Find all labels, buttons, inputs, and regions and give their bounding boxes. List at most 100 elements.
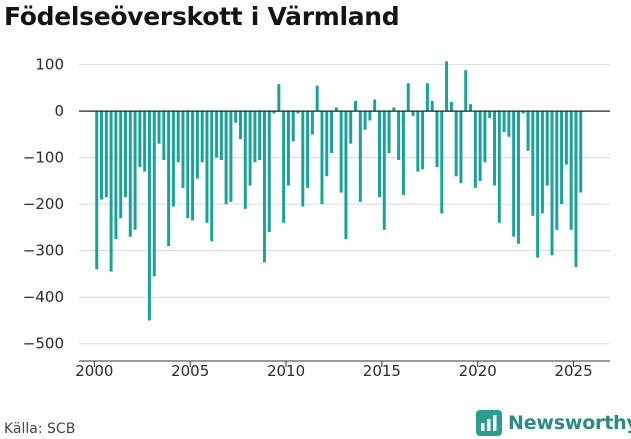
bar	[330, 111, 334, 154]
x-tick-label: 2005	[171, 362, 209, 380]
bar	[560, 111, 564, 205]
bar	[478, 111, 482, 181]
x-axis-ticks: 2000 2005 2010 2015 2020 2025	[75, 361, 593, 380]
bar	[234, 111, 238, 123]
y-tick-label: 100	[35, 56, 64, 74]
bar	[516, 111, 520, 244]
bar	[152, 111, 156, 277]
bar	[382, 111, 386, 230]
bar	[574, 111, 578, 267]
bar	[310, 111, 314, 135]
x-tick-label: 2025	[554, 362, 592, 380]
y-tick-label: −300	[23, 242, 64, 260]
bar	[243, 111, 247, 209]
bar	[401, 111, 405, 195]
bar	[205, 111, 209, 223]
bar	[104, 111, 108, 198]
brand-name: Newsworthy	[508, 412, 631, 434]
bar	[315, 85, 319, 112]
bar	[171, 111, 175, 207]
bar	[406, 83, 410, 112]
y-tick-label: 0	[54, 102, 64, 120]
bar	[253, 111, 257, 163]
bar	[272, 111, 276, 114]
bar	[440, 111, 444, 214]
bar	[100, 111, 104, 200]
bar	[435, 111, 439, 167]
bar	[239, 111, 242, 140]
bar	[224, 111, 228, 205]
bar	[219, 111, 223, 160]
bar	[258, 111, 262, 160]
bar	[210, 111, 214, 242]
bar	[128, 111, 132, 237]
bar	[248, 111, 252, 186]
bar	[449, 101, 453, 112]
bar	[411, 111, 415, 116]
bar	[334, 107, 338, 112]
bar	[95, 111, 99, 270]
bar	[416, 111, 420, 172]
bar	[157, 111, 161, 144]
bar	[536, 111, 540, 258]
bar	[464, 70, 468, 112]
bar	[569, 111, 573, 230]
bar	[114, 111, 118, 240]
bar	[344, 111, 348, 240]
bar	[296, 111, 300, 114]
bar	[521, 111, 525, 114]
bar	[473, 111, 477, 188]
bar	[262, 111, 266, 263]
source-credit: Källa: SCB	[4, 421, 76, 437]
bar	[507, 111, 511, 137]
bar	[143, 111, 147, 172]
bar-chart: 2000 2005 2010 2015 2020 2025 100 0 −100 −200 −30…	[23, 56, 610, 380]
bar	[215, 111, 219, 158]
bar	[545, 111, 549, 186]
bar	[167, 111, 171, 247]
x-tick-label: 2015	[363, 362, 401, 380]
bar	[119, 111, 123, 219]
bar	[229, 111, 233, 202]
bar	[282, 111, 286, 223]
bar	[320, 111, 324, 205]
bar	[363, 111, 367, 130]
bar	[526, 111, 530, 151]
bar	[277, 84, 281, 112]
bar	[109, 111, 113, 272]
bar	[191, 111, 195, 221]
bar	[497, 111, 501, 223]
bar	[162, 111, 166, 160]
bar	[186, 111, 190, 219]
bar	[540, 111, 544, 214]
y-tick-label: −200	[23, 195, 64, 213]
bar	[469, 104, 473, 112]
bar	[483, 111, 487, 163]
bar	[512, 111, 516, 237]
bar	[286, 111, 290, 186]
bars	[95, 61, 583, 321]
bar	[430, 100, 434, 112]
newsworthy-logo[interactable]: Newsworthy	[476, 409, 631, 437]
y-axis-labels: 100 0 −100 −200 −300 −400 −500	[23, 56, 64, 353]
bar	[181, 111, 185, 188]
chart-title: Födelseöverskott i Värmland	[4, 2, 400, 31]
bar	[459, 111, 463, 184]
bar	[195, 111, 199, 179]
bar	[124, 111, 127, 198]
bar	[354, 100, 358, 112]
x-tick-label: 2020	[459, 362, 497, 380]
y-tick-label: −400	[23, 288, 64, 306]
bar	[378, 111, 381, 198]
bar	[555, 111, 559, 230]
bar	[133, 111, 137, 230]
bar	[531, 111, 535, 216]
bar	[301, 111, 305, 207]
bar	[445, 61, 449, 112]
bar	[421, 111, 425, 170]
bar	[358, 111, 362, 202]
bar	[138, 111, 142, 167]
bar	[502, 111, 506, 133]
bar	[387, 111, 391, 154]
bar	[349, 111, 353, 144]
